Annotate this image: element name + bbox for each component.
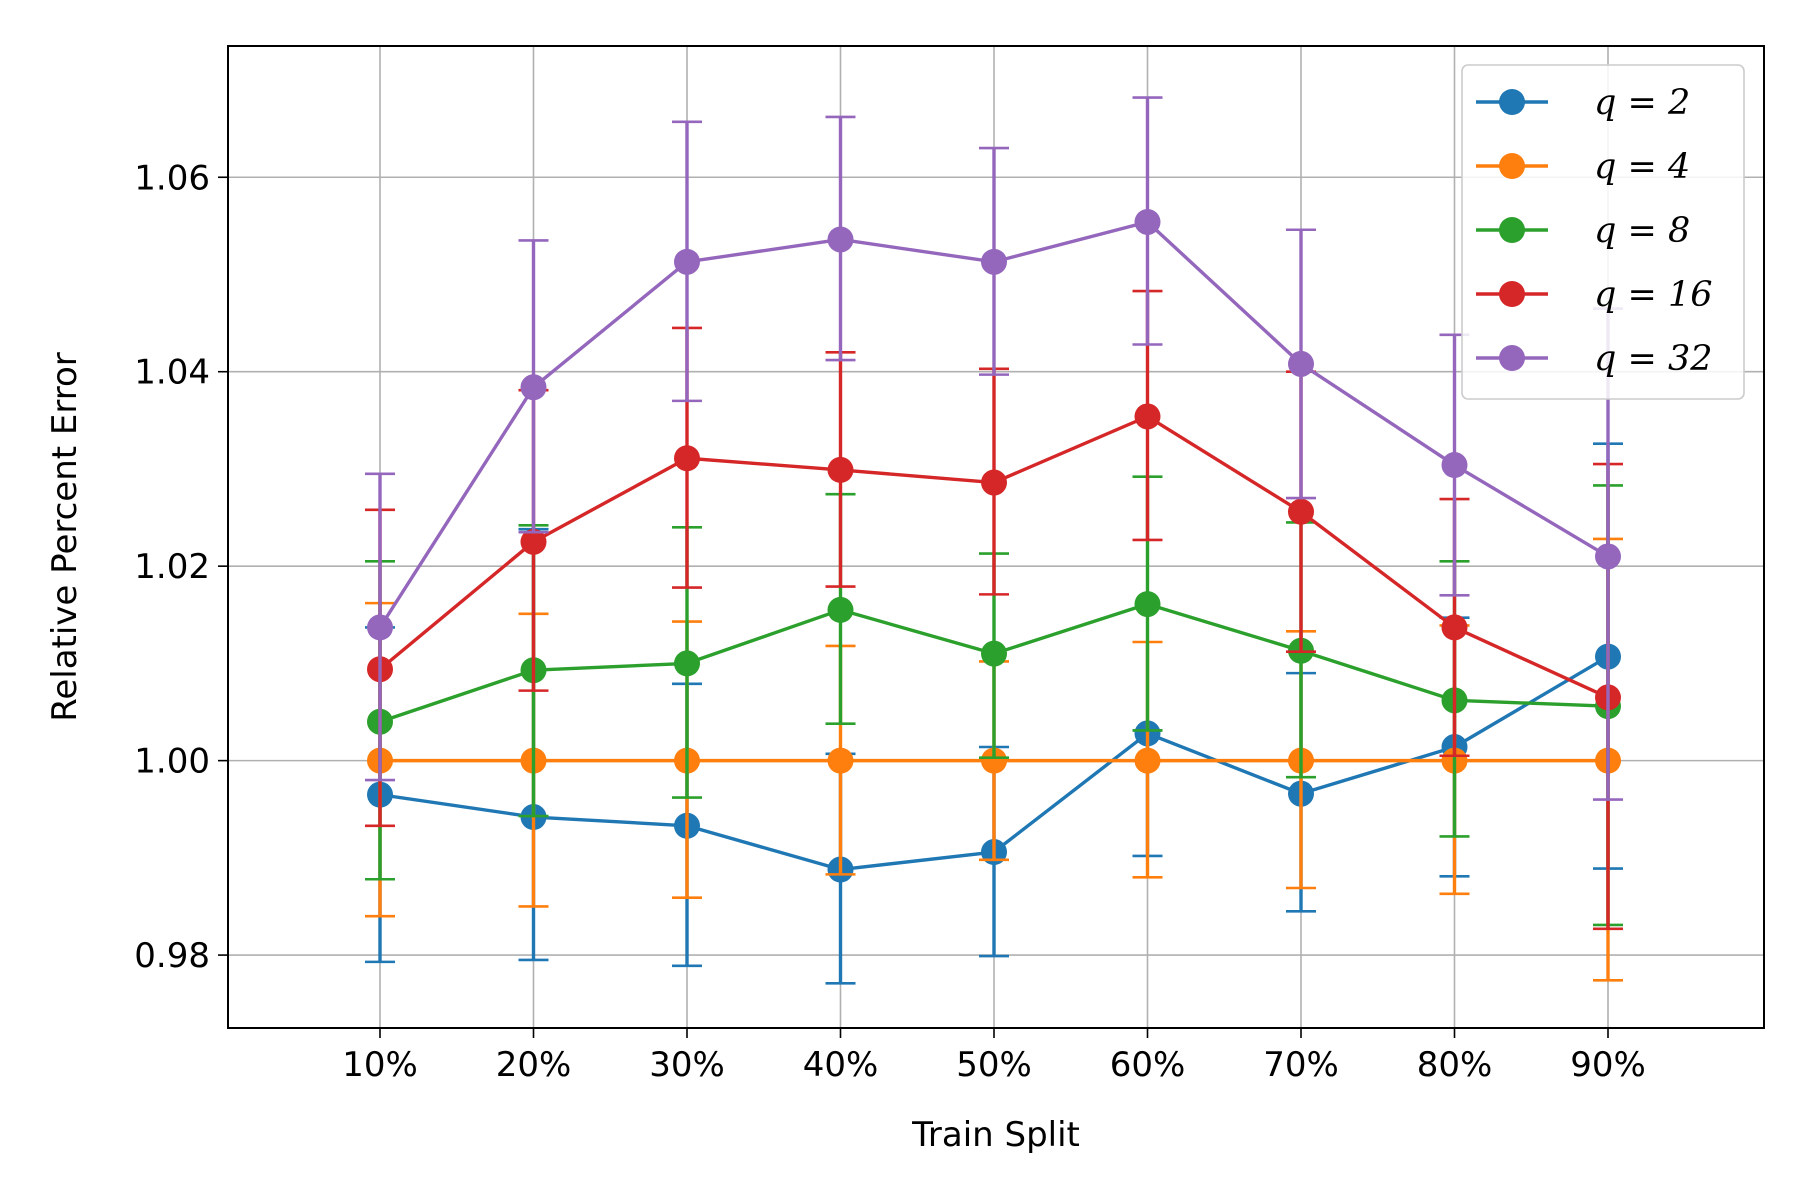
- legend-label: q = 32: [1594, 339, 1713, 379]
- x-tick-label: 30%: [649, 1045, 725, 1085]
- legend-marker: [1499, 89, 1525, 115]
- legend-marker: [1499, 217, 1525, 243]
- y-tick-label: 1.04: [134, 353, 210, 393]
- data-point: [827, 226, 854, 253]
- legend-box: [1461, 64, 1745, 400]
- y-axis-label: Relative Percent Error: [45, 352, 85, 722]
- data-point: [1134, 591, 1161, 618]
- y-tick-label: 1.06: [134, 158, 210, 198]
- data-point: [981, 248, 1007, 275]
- legend-item: q = 32: [1476, 339, 1713, 379]
- data-point: [981, 469, 1007, 496]
- x-tick-label: 40%: [803, 1045, 879, 1085]
- data-point: [674, 248, 700, 275]
- data-point: [1288, 350, 1314, 377]
- legend-marker: [1499, 153, 1525, 179]
- data-point: [674, 650, 700, 677]
- legend: q = 2 q = 4 q = 8 q = 16 q = 32: [1461, 64, 1745, 400]
- data-point: [674, 445, 700, 472]
- x-axis-ticks: 10% 20% 30% 40% 50% 60% 70% 80% 90%: [342, 1028, 1646, 1085]
- y-tick-label: 1.00: [134, 742, 210, 782]
- data-point: [1441, 614, 1468, 641]
- plot-series: [365, 96, 1623, 985]
- data-point: [1134, 403, 1161, 430]
- x-tick-label: 80%: [1417, 1045, 1493, 1085]
- legend-label: q = 2: [1594, 83, 1690, 123]
- data-point: [367, 614, 393, 641]
- data-point: [981, 747, 1007, 774]
- data-point: [1441, 452, 1468, 479]
- data-point: [1595, 543, 1621, 570]
- legend-item: q = 16: [1476, 275, 1713, 315]
- x-tick-label: 90%: [1570, 1045, 1646, 1085]
- x-tick-label: 20%: [496, 1045, 572, 1085]
- data-point: [520, 528, 547, 555]
- legend-label: q = 4: [1594, 147, 1690, 187]
- legend-marker: [1499, 345, 1525, 371]
- y-axis-ticks: 0.98 1.00 1.02 1.04 1.06: [134, 158, 228, 976]
- legend-item: q = 2: [1476, 83, 1690, 123]
- data-point: [1288, 498, 1314, 525]
- legend-marker: [1499, 281, 1525, 307]
- x-axis-label: Train Split: [911, 1115, 1080, 1155]
- data-point: [827, 747, 854, 774]
- legend-label: q = 8: [1594, 211, 1690, 251]
- data-point: [1134, 747, 1161, 774]
- plot-frame: [227, 45, 1765, 1029]
- y-tick-label: 0.98: [134, 936, 210, 976]
- x-tick-label: 70%: [1263, 1045, 1339, 1085]
- data-point: [1134, 208, 1161, 235]
- x-tick-label: 50%: [956, 1045, 1032, 1085]
- data-point: [520, 374, 547, 401]
- x-tick-label: 10%: [342, 1045, 418, 1085]
- data-point: [827, 456, 854, 483]
- legend-item: q = 8: [1476, 211, 1690, 251]
- data-point: [981, 640, 1007, 667]
- y-tick-label: 1.02: [134, 547, 210, 587]
- legend-item: q = 4: [1476, 147, 1690, 187]
- series-5: [365, 96, 1623, 801]
- legend-label: q = 16: [1594, 275, 1713, 315]
- x-tick-label: 60%: [1110, 1045, 1186, 1085]
- data-point: [827, 596, 854, 623]
